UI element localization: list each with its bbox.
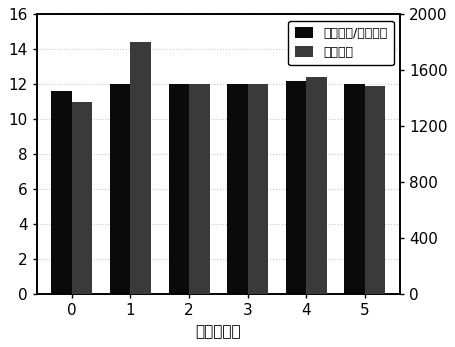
Bar — [227, 84, 247, 294]
Bar — [168, 84, 189, 294]
Bar — [51, 91, 72, 294]
X-axis label: 时间（月）: 时间（月） — [195, 324, 241, 339]
Bar — [72, 102, 92, 294]
Bar — [189, 84, 209, 294]
Bar — [110, 84, 130, 294]
Bar — [285, 81, 306, 294]
Bar — [306, 77, 326, 294]
Legend: 初始电阵/实时电阵, 恢复时间: 初始电阵/实时电阵, 恢复时间 — [288, 20, 393, 65]
Bar — [130, 42, 151, 294]
Bar — [364, 86, 384, 294]
Bar — [247, 84, 268, 294]
Bar — [344, 84, 364, 294]
